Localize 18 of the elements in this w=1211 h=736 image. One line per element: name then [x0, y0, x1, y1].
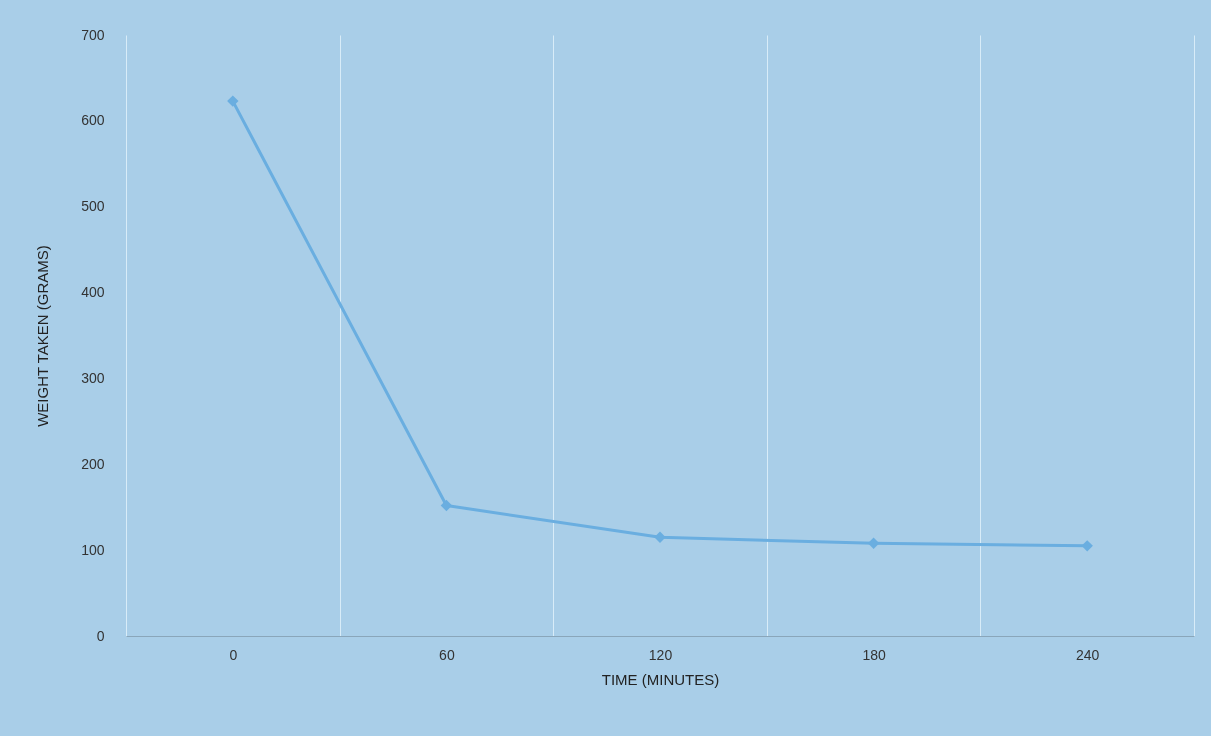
y-axis-title: WEIGHT TAKEN (GRAMS) — [34, 245, 52, 427]
point — [654, 531, 666, 543]
x-tick-label: 120 — [648, 646, 673, 663]
point — [440, 499, 453, 512]
x-tick-label: 0 — [229, 646, 238, 663]
y-tick-label: 600 — [81, 112, 105, 129]
y-tick-label: 400 — [81, 284, 105, 301]
y-tick-label: 500 — [81, 198, 105, 215]
y-tick-label: 0 — [96, 627, 105, 644]
y-tick-label: 200 — [81, 455, 105, 472]
y-tick-label: 300 — [81, 369, 105, 386]
y-tick-label: 100 — [81, 541, 105, 558]
point — [227, 95, 239, 107]
x-tick-label: 180 — [862, 646, 886, 663]
y-tick-label: 700 — [81, 26, 105, 43]
x-tick-label: 60 — [439, 646, 455, 663]
x-tick-label: 240 — [1076, 646, 1100, 663]
x-axis-title: TIME (MINUTES) — [601, 670, 720, 688]
